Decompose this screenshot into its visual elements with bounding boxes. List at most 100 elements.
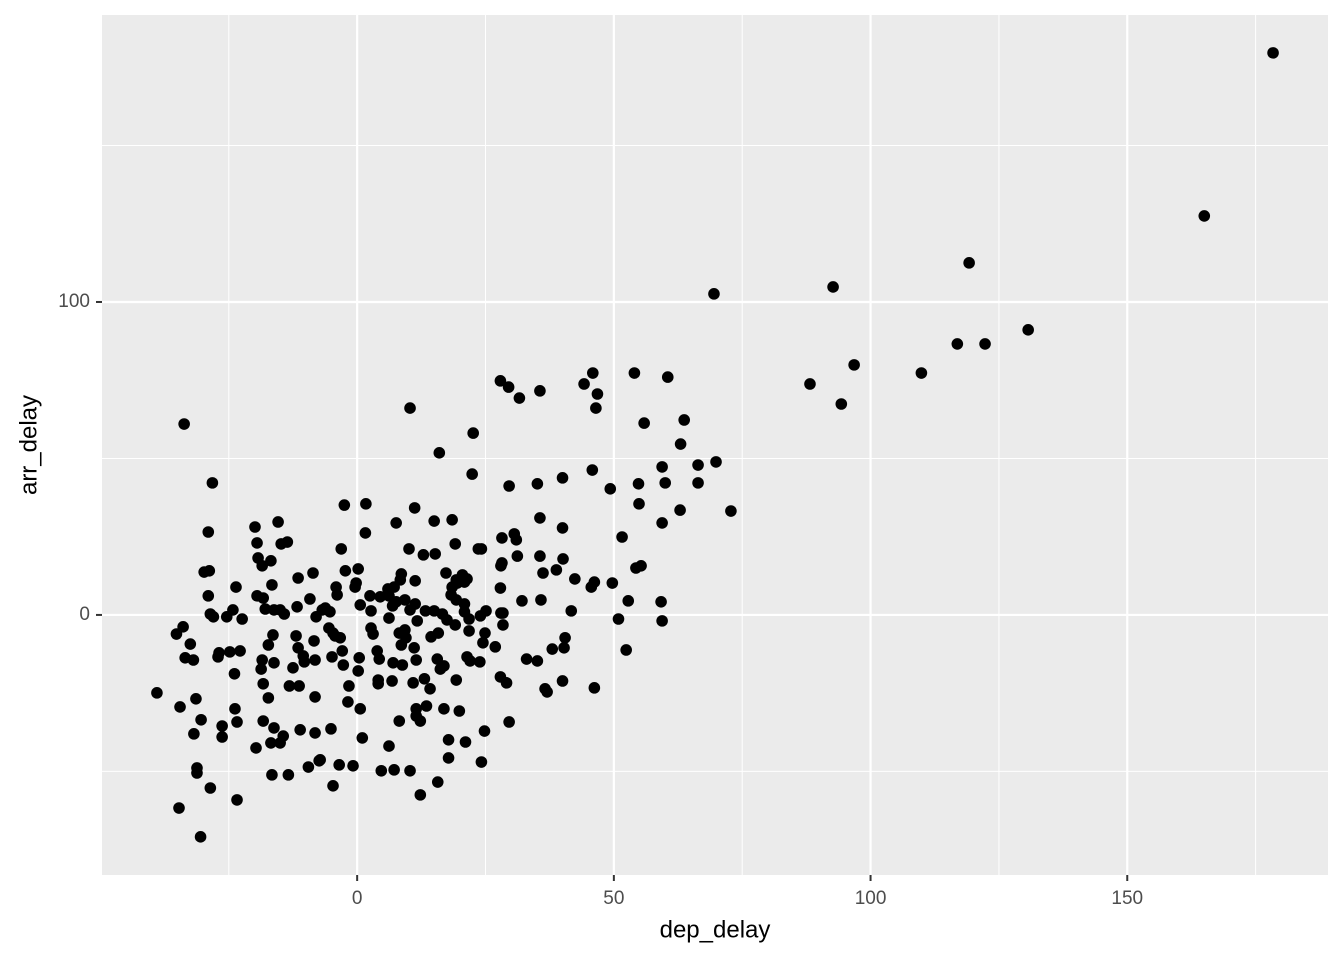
point <box>556 675 569 687</box>
point <box>174 701 186 713</box>
point <box>409 598 421 610</box>
point <box>585 581 598 593</box>
point <box>546 643 559 655</box>
point <box>354 599 367 611</box>
point <box>661 371 674 383</box>
point <box>202 590 215 602</box>
point <box>383 740 395 752</box>
point <box>262 639 275 651</box>
point <box>386 675 398 687</box>
point <box>628 367 641 379</box>
point <box>404 764 416 777</box>
point <box>325 723 337 735</box>
point <box>339 565 352 577</box>
point <box>408 502 421 514</box>
point <box>228 667 241 680</box>
point <box>587 367 599 379</box>
point <box>725 505 737 517</box>
point <box>291 600 303 613</box>
point <box>638 417 650 429</box>
point <box>463 613 475 625</box>
point <box>216 720 228 732</box>
point <box>915 367 928 379</box>
point <box>256 654 268 666</box>
point <box>692 477 704 489</box>
point <box>446 513 458 526</box>
point <box>1267 47 1279 59</box>
point <box>459 736 472 748</box>
point <box>534 512 546 524</box>
point <box>656 615 668 627</box>
panel <box>102 15 1328 875</box>
point <box>365 605 377 617</box>
point <box>565 605 578 617</box>
point <box>467 427 479 439</box>
point <box>259 603 272 615</box>
point <box>262 692 275 704</box>
point <box>503 716 515 728</box>
point <box>202 526 215 538</box>
point <box>692 459 704 471</box>
point <box>674 504 686 516</box>
point <box>616 531 628 543</box>
point <box>212 651 224 663</box>
point <box>404 402 416 414</box>
point <box>388 764 400 776</box>
point <box>336 645 349 657</box>
point <box>632 478 645 490</box>
point <box>390 595 402 608</box>
point <box>541 686 553 698</box>
point <box>231 794 243 806</box>
point <box>184 638 197 650</box>
point <box>1198 210 1211 222</box>
point <box>257 592 270 604</box>
point <box>407 677 419 689</box>
point <box>250 742 262 754</box>
point <box>281 536 294 548</box>
point <box>951 338 964 350</box>
point <box>461 573 473 585</box>
point <box>612 613 625 625</box>
point <box>194 831 207 843</box>
point <box>298 656 311 668</box>
point <box>216 731 228 743</box>
point <box>327 780 339 792</box>
point <box>178 418 190 430</box>
point <box>173 802 185 814</box>
point <box>302 761 315 773</box>
point <box>282 769 295 781</box>
x-tick-label: 150 <box>1111 888 1143 909</box>
point <box>287 662 299 674</box>
point <box>466 468 478 480</box>
point <box>177 621 189 633</box>
point <box>383 612 395 624</box>
point <box>569 573 581 585</box>
point <box>513 392 526 404</box>
point <box>292 572 304 584</box>
point <box>343 680 355 692</box>
point <box>674 438 687 450</box>
point <box>578 378 590 390</box>
point <box>331 589 343 601</box>
point <box>349 581 361 593</box>
point <box>364 590 376 602</box>
point <box>531 478 544 490</box>
point <box>191 762 203 774</box>
point <box>419 605 432 617</box>
point <box>559 631 571 644</box>
point <box>678 414 690 426</box>
point <box>534 550 546 562</box>
point <box>390 517 402 529</box>
point <box>359 527 372 539</box>
point <box>516 595 528 607</box>
point <box>442 752 455 764</box>
point <box>418 672 431 685</box>
point <box>373 653 386 665</box>
point <box>414 789 427 801</box>
point <box>309 654 321 666</box>
point <box>656 461 668 473</box>
point <box>659 477 672 489</box>
point <box>497 607 509 619</box>
point <box>236 613 248 625</box>
point <box>387 657 399 669</box>
